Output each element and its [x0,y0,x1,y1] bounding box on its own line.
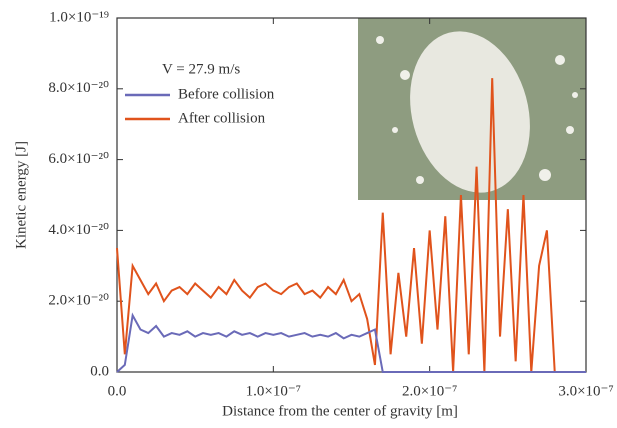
y-tick-label: 2.0×10⁻²⁰ [48,293,109,309]
inset-photo [358,18,586,200]
y-tick-label: 0.0 [90,363,109,379]
plot-frame [116,17,587,373]
y-tick-label: 4.0×10⁻²⁰ [48,222,109,238]
series-line [116,312,586,373]
legend-label: After collision [178,110,266,126]
y-tick-label: 6.0×10⁻²⁰ [48,151,109,167]
y-axis-label: Kinetic energy [J] [13,141,29,249]
series-line [116,78,586,373]
annotation: V = 27.9 m/s [162,61,240,77]
y-tick-label: 1.0×10⁻¹⁹ [49,9,109,25]
legend-label: Before collision [178,86,275,102]
x-tick-label: 1.0×10⁻⁷ [246,383,301,399]
x-tick-label: 0.0 [108,383,127,399]
x-tick-label: 3.0×10⁻⁷ [558,383,613,399]
x-axis-label: Distance from the center of gravity [m] [222,403,458,419]
y-tick-label: 8.0×10⁻²⁰ [48,80,109,96]
x-tick-label: 2.0×10⁻⁷ [402,383,457,399]
